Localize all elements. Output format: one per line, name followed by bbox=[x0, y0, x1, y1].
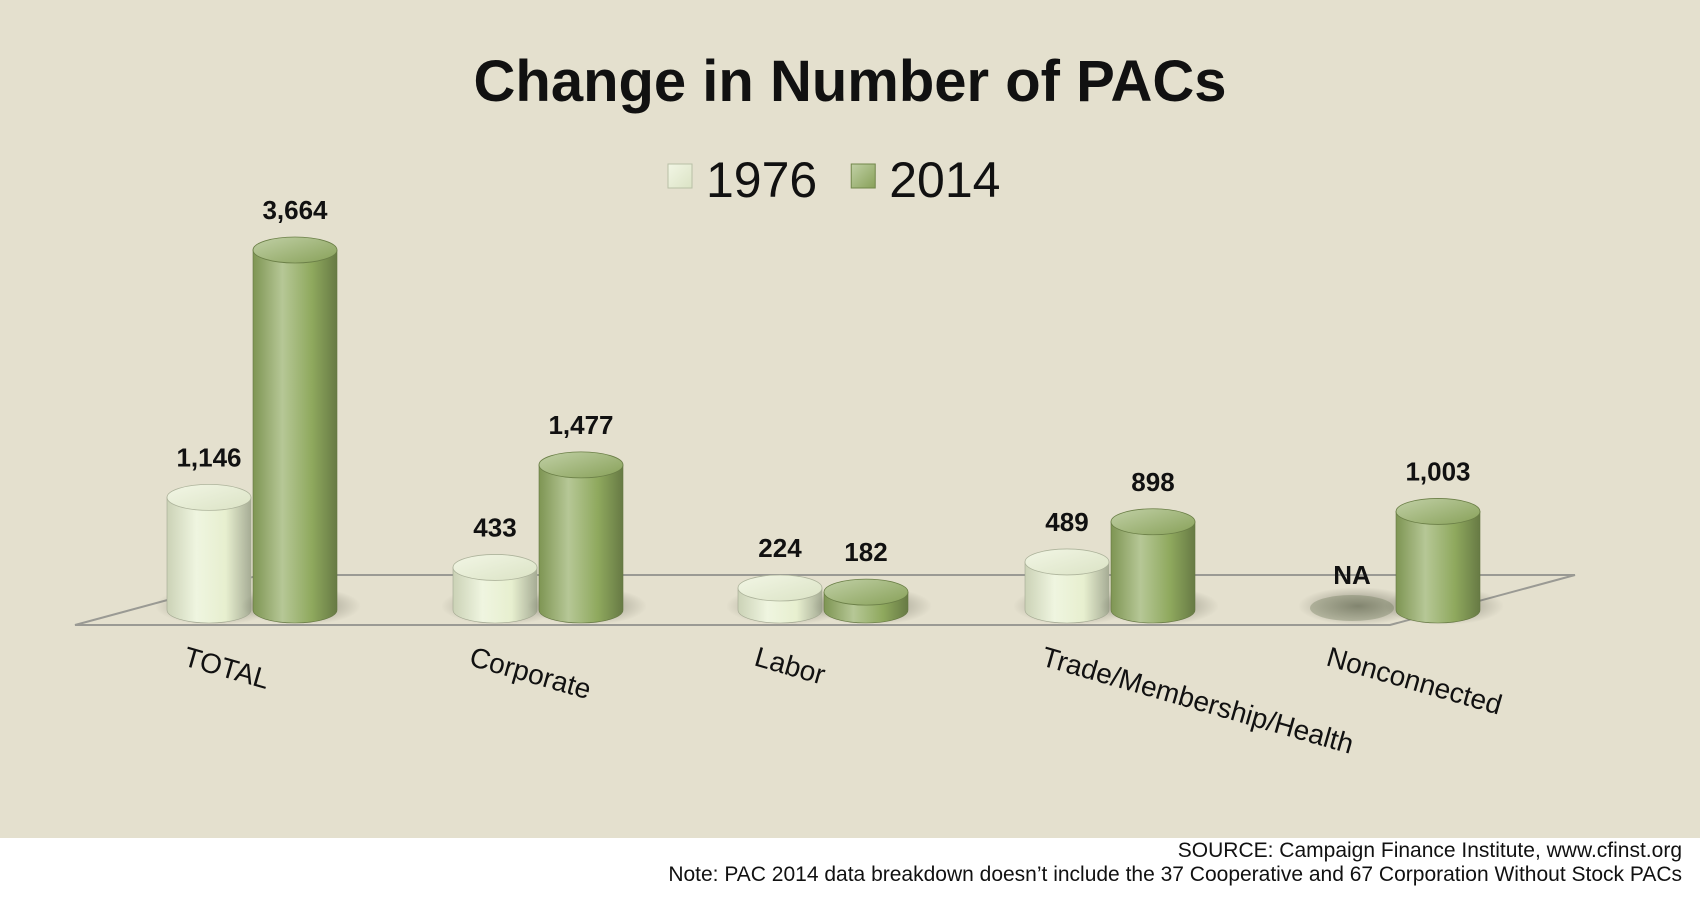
bar-2014-3 bbox=[1110, 521, 1196, 624]
data-label-2014-4: 1,003 bbox=[1405, 456, 1470, 486]
bar-1976-0-cap bbox=[166, 484, 252, 511]
data-label-1976-2: 224 bbox=[758, 533, 802, 563]
legend-label-1976: 1976 bbox=[706, 152, 817, 208]
bar-2014-0-cap bbox=[252, 236, 338, 264]
bar-1976-3-cap bbox=[1024, 548, 1110, 576]
bar-1976-4 bbox=[1310, 595, 1394, 621]
bar-2014-3-cap bbox=[1110, 508, 1196, 536]
bar-1976-2-cap bbox=[737, 574, 823, 602]
source-line: SOURCE: Campaign Finance Institute, www.… bbox=[1177, 839, 1682, 862]
data-label-2014-1: 1,477 bbox=[548, 410, 613, 440]
data-label-2014-2: 182 bbox=[844, 537, 887, 567]
bar-2014-4-cap bbox=[1395, 498, 1481, 525]
bar-shadow bbox=[1298, 587, 1418, 625]
bar-2014-1-cap bbox=[538, 451, 624, 479]
note-line: Note: PAC 2014 data breakdown doesn’t in… bbox=[668, 863, 1682, 886]
data-label-1976-0: 1,146 bbox=[176, 442, 241, 472]
bar-1976-1-cap bbox=[452, 554, 538, 581]
bar-2014-4 bbox=[1395, 511, 1481, 624]
chart-title: Change in Number of PACs bbox=[473, 49, 1227, 114]
data-label-2014-3: 898 bbox=[1131, 467, 1174, 497]
data-label-2014-0: 3,664 bbox=[262, 195, 328, 225]
legend-swatch-1976 bbox=[667, 163, 693, 189]
footer-background bbox=[0, 838, 1700, 900]
bar-2014-2-cap bbox=[823, 578, 909, 606]
data-label-1976-4: NA bbox=[1333, 560, 1371, 590]
data-label-1976-3: 489 bbox=[1045, 507, 1088, 537]
bar-1976-0 bbox=[166, 497, 252, 624]
bar-2014-1 bbox=[538, 464, 624, 624]
legend-swatch-2014 bbox=[850, 163, 876, 189]
bar-2014-0 bbox=[252, 249, 338, 624]
data-label-1976-1: 433 bbox=[473, 512, 516, 542]
legend-label-2014: 2014 bbox=[889, 152, 1000, 208]
